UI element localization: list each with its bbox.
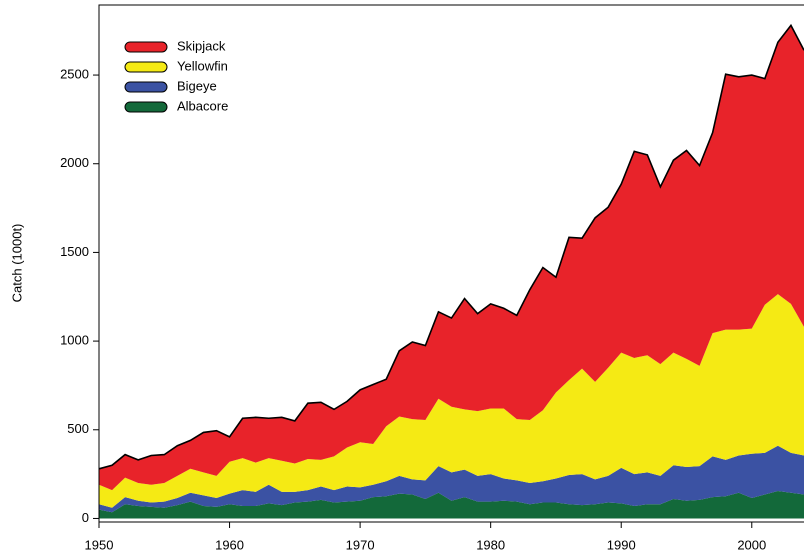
y-axis-label: Catch (1000t) [9,224,24,303]
legend-swatch [124,61,168,73]
area-outline [98,23,804,470]
area [99,490,804,519]
x-tick-label: 2000 [737,537,766,552]
x-tick-label: 1960 [215,537,244,552]
x-tick-label: 1950 [85,537,114,552]
plot-frame [98,4,804,523]
area [99,25,804,491]
legend-swatch [124,41,168,53]
y-tick-label: 0 [82,510,89,525]
legend-label: Yellowfin [177,58,228,73]
area [99,294,804,508]
y-tick-label: 500 [67,421,89,436]
x-tick-label: 1980 [476,537,505,552]
legend-label: Skipjack [177,38,226,53]
y-tick-label: 2500 [60,66,89,81]
y-tick-label: 1000 [60,333,89,348]
area [99,445,804,513]
y-tick-label: 1500 [60,244,89,259]
legend-label: Bigeye [177,78,217,93]
legend-swatch [124,101,168,113]
y-tick-label: 2000 [60,155,89,170]
x-tick-label: 1990 [607,537,636,552]
legend-label: Albacore [177,98,228,113]
x-tick-label: 1970 [346,537,375,552]
legend-swatch [124,81,168,93]
